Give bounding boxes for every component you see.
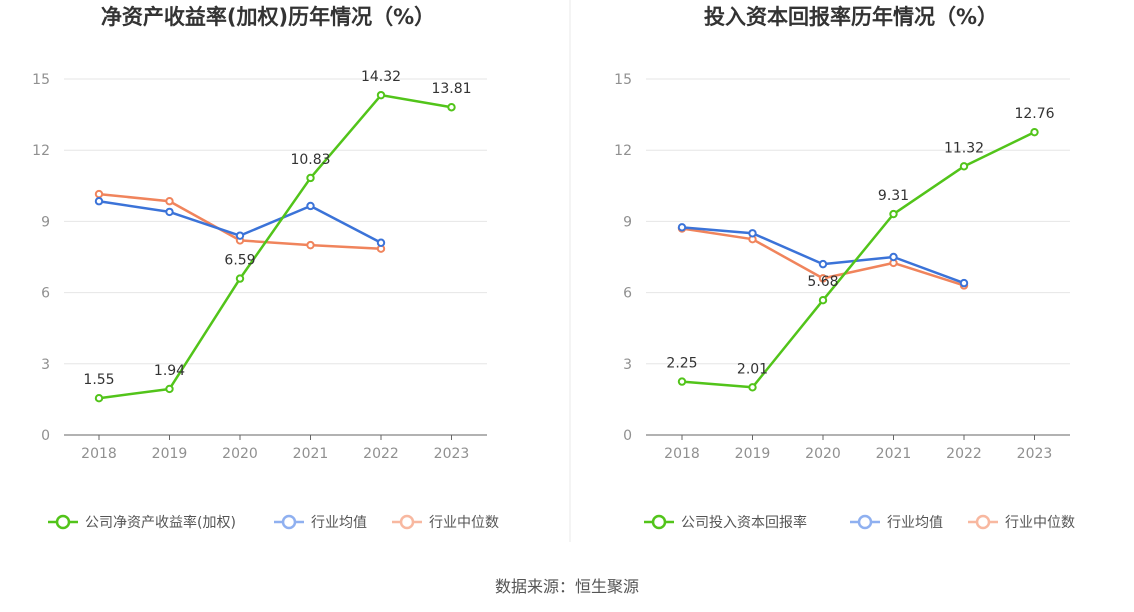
data-point-median xyxy=(818,274,828,283)
y-tick-label: 15 xyxy=(614,72,632,88)
data-point-avg xyxy=(818,259,828,269)
data-label: 14.32 xyxy=(361,69,401,85)
chart-title: 投入资本回报率历年情况（%） xyxy=(704,5,998,29)
y-tick-label: 9 xyxy=(623,214,632,230)
y-tick-label: 12 xyxy=(32,143,50,159)
chart-title: 净资产收益率(加权)历年情况（%） xyxy=(101,5,435,29)
data-label: 1.55 xyxy=(83,372,114,388)
data-point-company xyxy=(376,90,386,100)
data-point-avg xyxy=(889,252,898,262)
data-label: 1.94 xyxy=(154,363,185,379)
data-point-company xyxy=(748,383,757,392)
data-point-avg xyxy=(748,229,757,238)
data-point-median xyxy=(165,197,174,206)
data-point-company xyxy=(818,295,828,305)
legend-marker xyxy=(857,514,873,530)
y-tick-label: 3 xyxy=(623,357,632,373)
data-label: 9.31 xyxy=(878,188,909,204)
data-source: 数据来源：恒生聚源 xyxy=(495,577,639,596)
y-tick-label: 6 xyxy=(623,286,632,302)
legend-label: 公司净资产收益率(加权) xyxy=(85,514,236,531)
data-point-avg xyxy=(959,278,969,288)
legend-label: 公司投入资本回报率 xyxy=(681,514,807,531)
legend-item-company: 公司净资产收益率(加权) xyxy=(48,514,236,531)
legend-marker xyxy=(975,514,991,530)
legend-item-median: 行业中位数 xyxy=(968,514,1075,531)
data-point-company xyxy=(447,103,456,112)
data-point-company xyxy=(306,173,315,183)
legend-item-avg: 行业均值 xyxy=(274,514,367,531)
legend-item-median: 行业中位数 xyxy=(392,514,499,531)
data-point-median xyxy=(94,189,104,199)
y-tick-label: 0 xyxy=(41,428,50,444)
data-point-avg xyxy=(235,231,245,240)
data-point-company xyxy=(677,377,687,386)
x-tick-label: 2020 xyxy=(222,446,258,462)
chart-roe: 净资产收益率(加权)历年情况（%） 0 3 6 9 12 15 2018 2019 2020 202… xyxy=(32,5,499,531)
data-label: 6.59 xyxy=(224,253,255,269)
data-point-avg xyxy=(94,197,104,206)
x-tick-label: 2023 xyxy=(1017,446,1053,462)
chart-roic: 投入资本回报率历年情况（%） 0 3 6 9 12 15 2018 2019 2020 2021 20… xyxy=(614,5,1075,531)
legend-marker xyxy=(651,514,667,530)
data-point-avg xyxy=(165,207,174,217)
x-tick-label: 2021 xyxy=(876,446,912,462)
data-point-company xyxy=(889,209,898,219)
x-tick-label: 2022 xyxy=(363,446,399,462)
x-tick-label: 2021 xyxy=(293,446,329,462)
legend-marker xyxy=(55,514,71,530)
y-tick-label: 15 xyxy=(32,72,50,88)
series-line-company xyxy=(98,93,452,400)
series-line-company xyxy=(681,131,1036,389)
legend-item-avg: 行业均值 xyxy=(850,514,943,531)
data-label: 11.32 xyxy=(944,140,984,156)
data-point-avg xyxy=(306,201,315,211)
x-tick-label: 2020 xyxy=(805,446,841,462)
legend-marker xyxy=(399,514,415,530)
legend-marker xyxy=(281,514,297,530)
data-point-avg xyxy=(376,238,386,247)
y-tick-label: 0 xyxy=(623,428,632,444)
legend-item-company: 公司投入资本回报率 xyxy=(644,514,807,531)
legend-label: 行业中位数 xyxy=(1005,515,1075,531)
data-point-company xyxy=(1030,127,1039,137)
x-tick-label: 2022 xyxy=(946,446,982,462)
data-label: 12.76 xyxy=(1014,106,1054,122)
data-label: 13.81 xyxy=(431,81,471,97)
data-point-company xyxy=(959,162,969,171)
data-point-median xyxy=(306,240,315,250)
y-tick-label: 6 xyxy=(41,286,50,302)
data-label: 2.01 xyxy=(737,361,768,377)
legend-label: 行业中位数 xyxy=(429,515,499,531)
legend-label: 行业均值 xyxy=(887,515,943,531)
y-tick-label: 9 xyxy=(41,214,50,230)
x-tick-label: 2018 xyxy=(664,446,700,462)
x-tick-label: 2019 xyxy=(735,446,771,462)
data-point-avg xyxy=(677,223,687,232)
x-tick-label: 2023 xyxy=(434,446,470,462)
data-label: 2.25 xyxy=(666,356,697,372)
x-tick-label: 2019 xyxy=(152,446,188,462)
data-label: 5.68 xyxy=(807,274,838,290)
y-tick-label: 3 xyxy=(41,357,50,373)
data-point-company xyxy=(94,394,104,403)
x-tick-label: 2018 xyxy=(81,446,117,462)
y-tick-label: 12 xyxy=(614,143,632,159)
data-point-company xyxy=(165,384,174,394)
data-label: 10.83 xyxy=(290,152,330,168)
data-point-company xyxy=(235,274,245,283)
legend-label: 行业均值 xyxy=(311,515,367,531)
